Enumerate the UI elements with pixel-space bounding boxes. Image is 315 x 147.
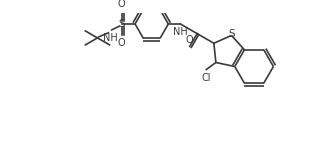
Text: O: O [118,0,125,9]
Text: Cl: Cl [202,73,211,83]
Text: S: S [229,29,235,39]
Text: NH: NH [103,33,118,43]
Text: S: S [118,19,125,29]
Text: O: O [186,35,193,45]
Text: O: O [118,39,125,49]
Text: NH: NH [173,27,188,37]
